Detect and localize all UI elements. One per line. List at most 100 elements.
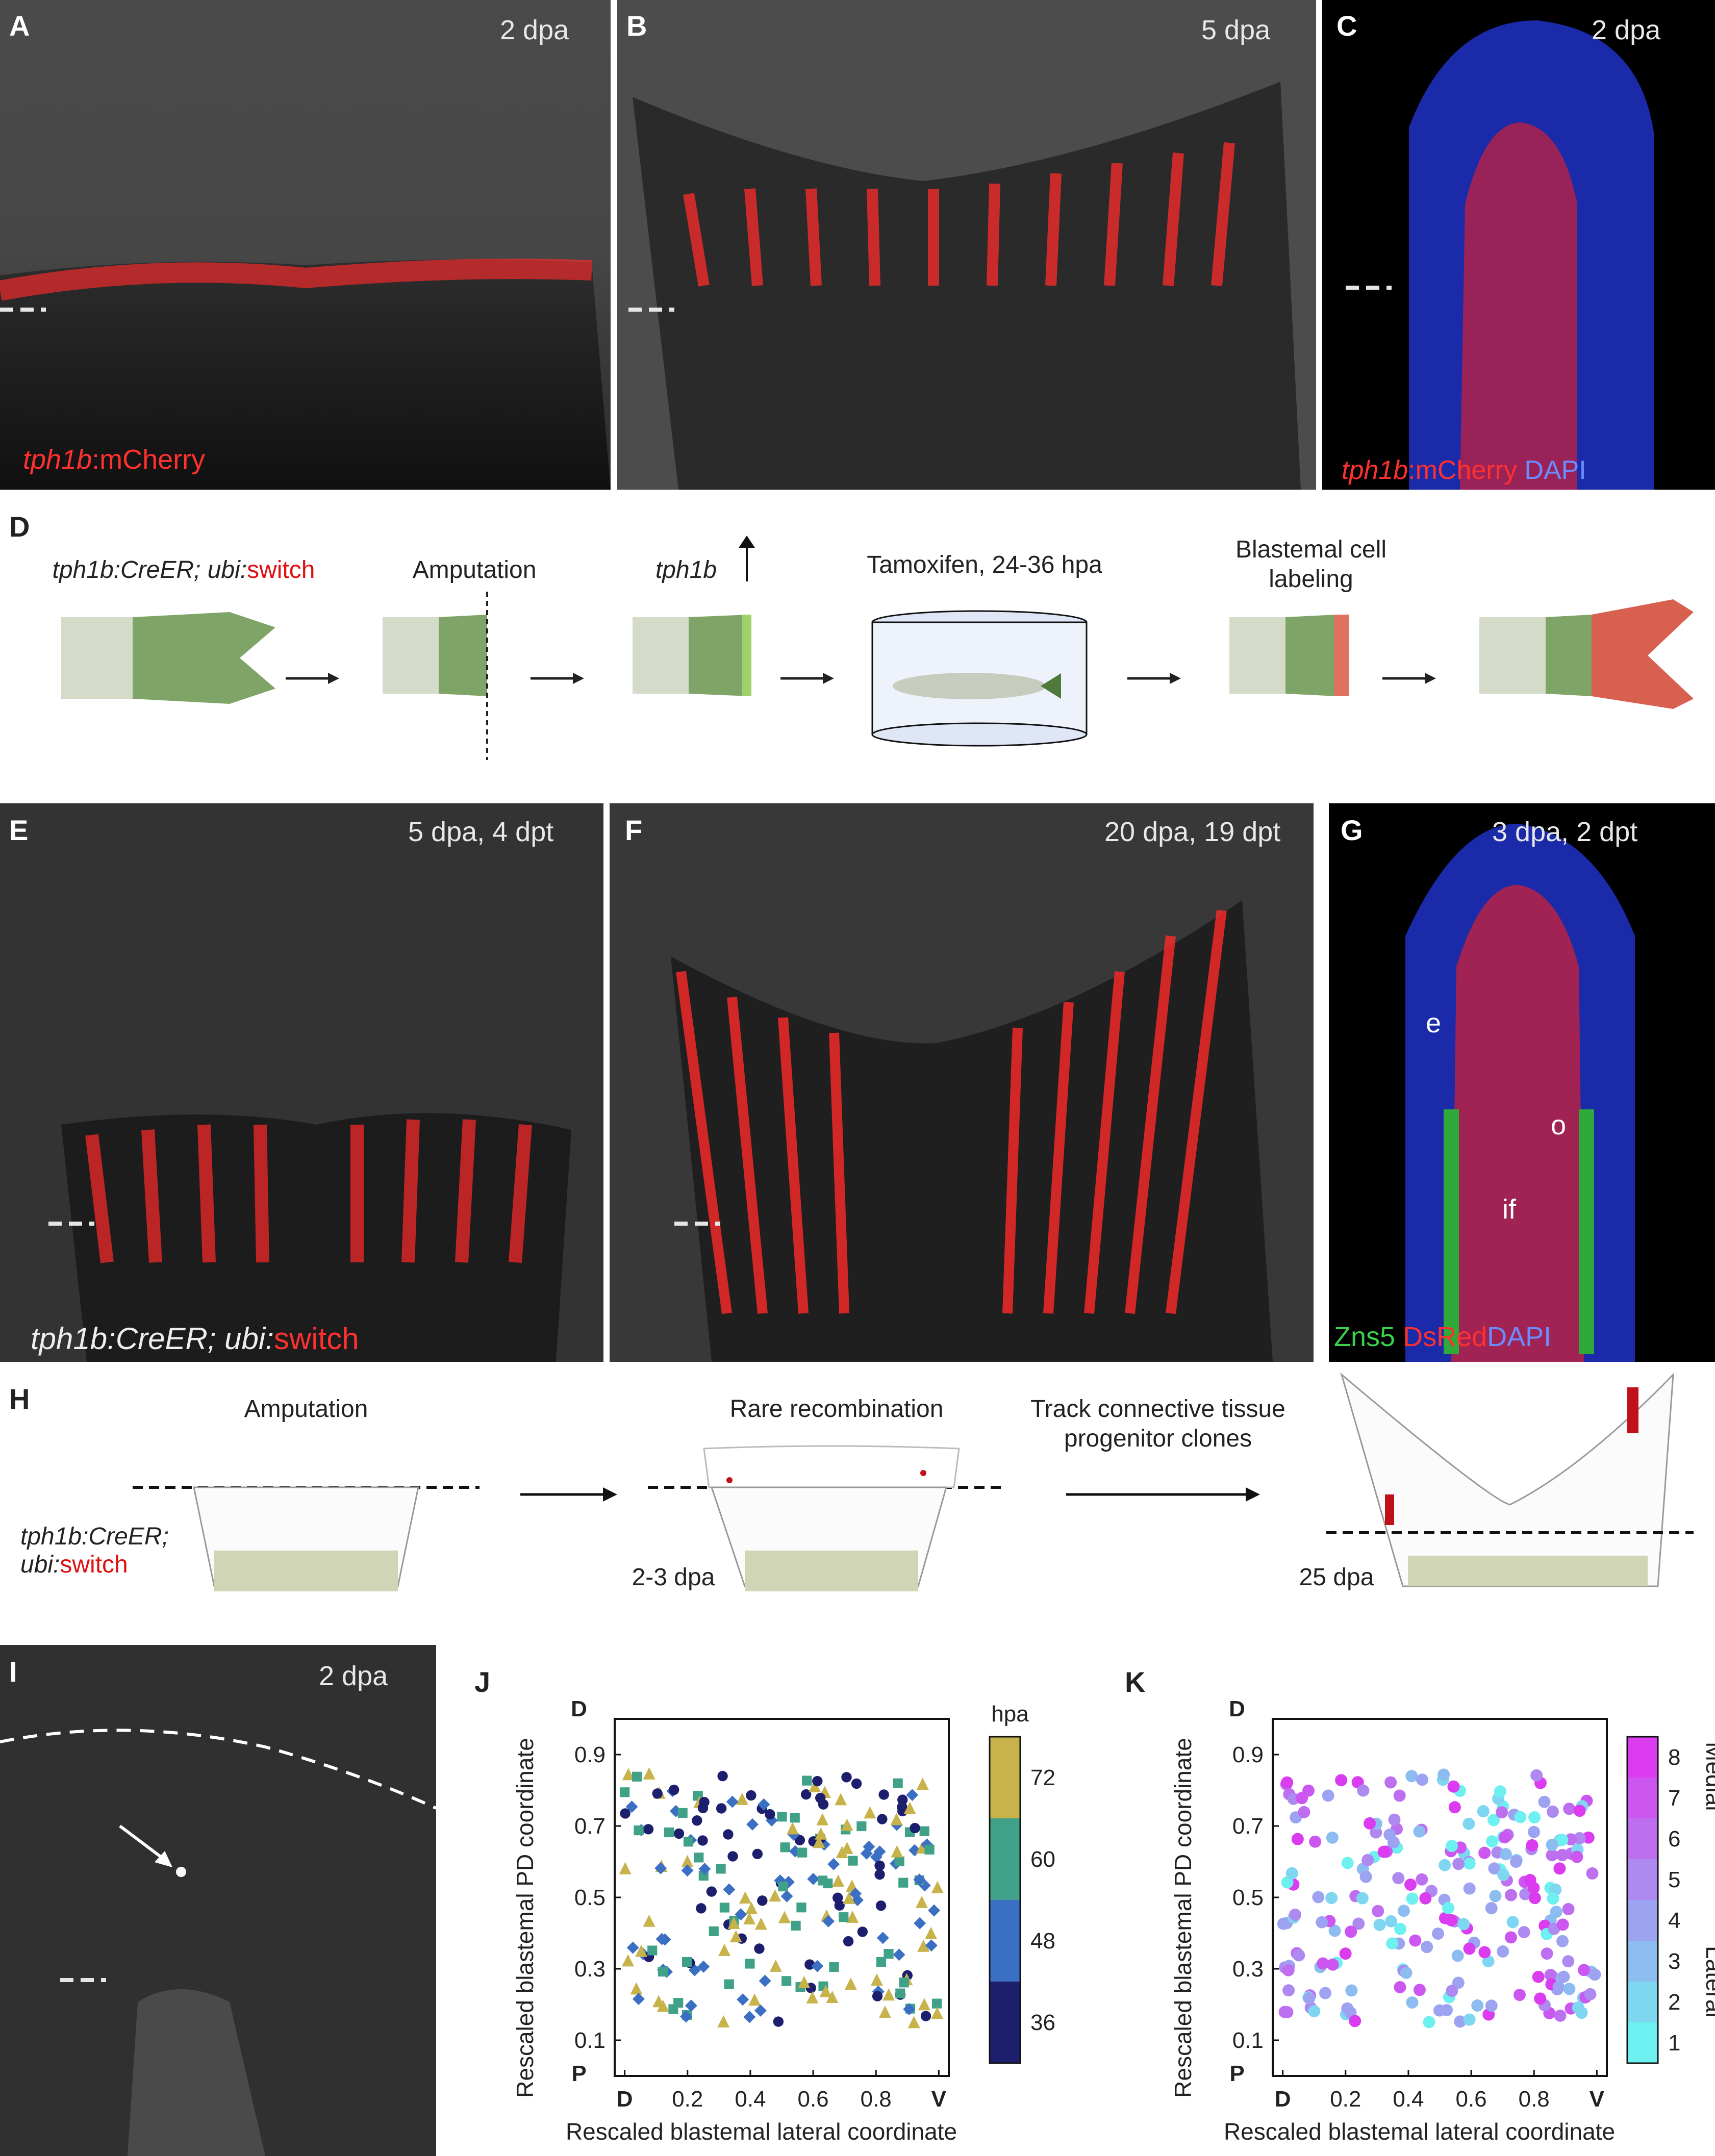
section-c-illustration bbox=[1409, 20, 1654, 490]
k-point bbox=[1565, 1833, 1577, 1846]
j-point bbox=[643, 1824, 654, 1835]
panel-d-genotype: tph1b:CreER; ubi:switch bbox=[52, 556, 315, 584]
k-x-tick-label: D bbox=[1275, 2087, 1291, 2112]
k-y-tick-label: 0.3 bbox=[1232, 1957, 1264, 1982]
amputation-plane-marker-a bbox=[0, 308, 46, 312]
k-point bbox=[1454, 2015, 1467, 2028]
j-point bbox=[913, 1873, 926, 1886]
j-point bbox=[898, 1878, 909, 1888]
k-point bbox=[1563, 1983, 1576, 1995]
j-point bbox=[848, 1856, 858, 1866]
k-point bbox=[1478, 1846, 1491, 1859]
tamoxifen-tank-icon bbox=[871, 610, 1088, 747]
k-point bbox=[1497, 1945, 1509, 1958]
j-point bbox=[809, 1780, 821, 1792]
k-point bbox=[1317, 1957, 1329, 1970]
j-point bbox=[856, 1821, 867, 1832]
j-point bbox=[806, 1991, 819, 2003]
j-x-tick-label: D bbox=[617, 2087, 633, 2112]
k-point bbox=[1423, 2016, 1435, 2028]
j-point bbox=[870, 1850, 882, 1863]
k-point bbox=[1341, 1857, 1354, 1869]
k-point bbox=[1556, 1834, 1569, 1846]
k-point bbox=[1451, 1949, 1464, 1962]
k-point bbox=[1394, 1981, 1406, 1994]
j-point bbox=[860, 1847, 873, 1860]
k-point bbox=[1526, 1839, 1539, 1851]
j-point bbox=[706, 1886, 717, 1897]
j-point bbox=[682, 1957, 692, 1967]
j-colorbar-tick: 36 bbox=[1030, 2010, 1055, 2035]
fin-h2-icon bbox=[703, 1445, 960, 1591]
k-point bbox=[1556, 1918, 1569, 1931]
j-point bbox=[681, 1855, 694, 1867]
j-point bbox=[899, 1977, 909, 1988]
k-point bbox=[1370, 1826, 1382, 1839]
j-point bbox=[632, 1993, 645, 2006]
j-point bbox=[829, 1962, 839, 1972]
j-point bbox=[697, 1960, 710, 1973]
k-point bbox=[1289, 1909, 1301, 1921]
j-colorbar-frame bbox=[989, 1736, 1021, 2064]
k-colorbar-segment bbox=[1627, 1982, 1658, 2022]
labeled-cell bbox=[176, 1867, 186, 1877]
j-point bbox=[878, 1789, 889, 1800]
j-x-tick-label: 0.4 bbox=[735, 2087, 766, 2112]
j-point bbox=[819, 1985, 832, 1997]
k-point bbox=[1488, 1862, 1501, 1875]
j-colorbar-tick: 48 bbox=[1030, 1929, 1055, 1954]
j-point bbox=[811, 1960, 824, 1972]
j-point bbox=[739, 1891, 751, 1904]
panel-i-time: 2 dpa bbox=[319, 1661, 388, 1691]
k-point bbox=[1553, 1862, 1566, 1875]
k-point bbox=[1524, 1874, 1536, 1887]
j-colorbar-segment bbox=[990, 1900, 1020, 1982]
j-point bbox=[685, 1999, 697, 2012]
k-colorbar-tick: 4 bbox=[1668, 1908, 1680, 1933]
k-point bbox=[1377, 1845, 1390, 1858]
j-point bbox=[874, 1869, 885, 1880]
j-point bbox=[717, 2015, 730, 2027]
up-arrow-head-icon bbox=[739, 536, 755, 548]
j-point bbox=[677, 1808, 688, 1818]
k-point bbox=[1478, 1946, 1491, 1959]
k-point bbox=[1452, 1858, 1465, 1870]
k-colorbar-segment bbox=[1627, 1859, 1658, 1900]
k-y-tick-label: 0.9 bbox=[1232, 1742, 1264, 1767]
panel-a-time: 2 dpa bbox=[500, 15, 569, 45]
k-point bbox=[1406, 1996, 1419, 2009]
k-point bbox=[1388, 1813, 1401, 1826]
panel-c-label: C bbox=[1336, 10, 1357, 42]
panel-g-image bbox=[1329, 803, 1715, 1362]
k-point bbox=[1341, 2002, 1354, 2015]
panel-c-caption: tph1b:mCherry DAPI bbox=[1342, 455, 1586, 485]
section-g-illustration bbox=[1405, 824, 1635, 1362]
j-point bbox=[903, 1802, 916, 1814]
k-colorbar-frame bbox=[1626, 1736, 1659, 2064]
k-point bbox=[1309, 1835, 1322, 1848]
k-colorbar-segment bbox=[1627, 1900, 1658, 1941]
j-point bbox=[729, 1930, 742, 1943]
k-point bbox=[1534, 1992, 1547, 2005]
panel-c-image bbox=[1322, 0, 1715, 490]
j-x-tick-label: 0.8 bbox=[861, 2087, 892, 2112]
k-point bbox=[1546, 1838, 1558, 1851]
j-point bbox=[893, 1948, 905, 1961]
j-point bbox=[894, 1856, 904, 1866]
j-point bbox=[891, 1845, 903, 1858]
j-point bbox=[698, 1863, 711, 1875]
j-point bbox=[844, 1977, 857, 1990]
j-point bbox=[735, 1908, 747, 1921]
j-point bbox=[681, 1864, 694, 1877]
j-point bbox=[658, 1966, 668, 1977]
k-point bbox=[1406, 1892, 1419, 1905]
k-point bbox=[1573, 1805, 1586, 1817]
j-point bbox=[890, 1813, 903, 1825]
k-point bbox=[1312, 1891, 1325, 1904]
panel-e-genotype: tph1b:CreER; ubi:switch bbox=[31, 1322, 359, 1356]
j-y-tick-label: 0.3 bbox=[574, 1957, 606, 1982]
j-point bbox=[807, 1872, 820, 1885]
k-point bbox=[1582, 1831, 1595, 1844]
step-labeling-1: Blastemal cell bbox=[1235, 536, 1387, 563]
h-step-track-1: Track connective tissue bbox=[1030, 1396, 1285, 1423]
